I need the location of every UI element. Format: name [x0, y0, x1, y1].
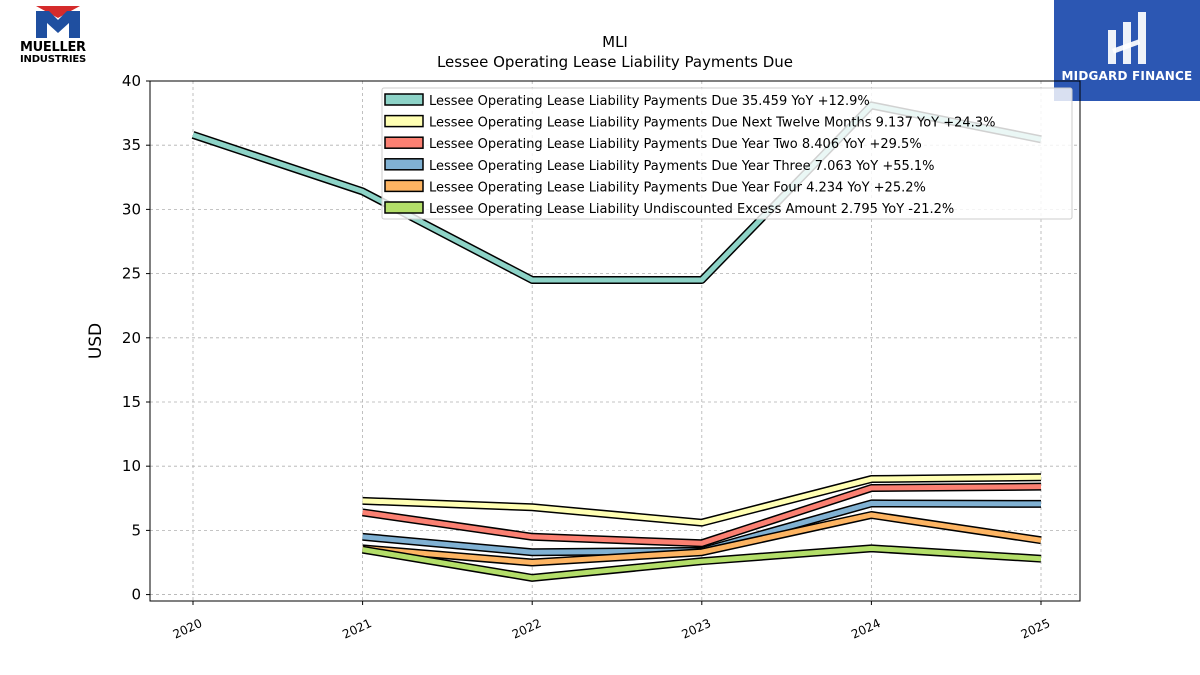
logo-text-line1: MUELLER — [20, 40, 86, 55]
legend-entry: Lessee Operating Lease Liability Payment… — [429, 94, 870, 109]
chart-title: MLI — [602, 33, 628, 51]
legend-entry: Lessee Operating Lease Liability Payment… — [429, 137, 922, 152]
series-line — [362, 512, 1042, 565]
legend-entry: Lessee Operating Lease Liability Undisco… — [429, 202, 954, 217]
legend-box — [381, 87, 1073, 220]
series-line — [362, 474, 1042, 526]
y-tick-label: 25 — [122, 265, 141, 283]
plot-frame — [149, 80, 1081, 602]
x-tick-label: 2022 — [510, 616, 544, 642]
y-axis-label: USD — [86, 323, 106, 359]
legend-swatch — [384, 114, 424, 128]
midgard-logo-text: MIDGARD FINANCE — [1061, 69, 1193, 83]
y-tick-label: 35 — [122, 136, 141, 154]
mueller-industries-logo: MUELLER INDUSTRIES — [20, 6, 100, 66]
legend-swatch — [384, 136, 424, 149]
x-tick-label: 2020 — [171, 616, 205, 642]
y-tick-label: 30 — [122, 200, 141, 218]
series-line — [362, 484, 1042, 546]
x-tick-label: 2023 — [679, 616, 713, 642]
y-tick-label: 20 — [122, 329, 141, 347]
logo-text-line2: INDUSTRIES — [20, 54, 86, 65]
series-line — [362, 545, 1042, 581]
x-tick-label: 2025 — [1019, 616, 1053, 642]
midgard-logo-icon — [1108, 12, 1146, 64]
legend-entry: Lessee Operating Lease Liability Payment… — [429, 180, 926, 195]
midgard-finance-logo: MIDGARD FINANCE — [1054, 0, 1200, 101]
y-tick-label: 5 — [131, 521, 141, 539]
chart-subtitle: Lessee Operating Lease Liability Payment… — [436, 53, 794, 71]
legend-swatch — [384, 93, 424, 106]
mueller-logo-icon — [36, 6, 80, 38]
legend-swatch — [384, 201, 424, 214]
x-tick-label: 2021 — [340, 616, 374, 642]
legend-swatch — [384, 158, 424, 171]
legend-entry: Lessee Operating Lease Liability Payment… — [429, 116, 995, 131]
y-tick-label: 10 — [122, 457, 141, 475]
x-tick-label: 2024 — [849, 616, 883, 642]
y-tick-label: 40 — [122, 72, 141, 90]
legend-entry: Lessee Operating Lease Liability Payment… — [429, 159, 935, 174]
legend-swatch — [384, 179, 424, 193]
y-tick-label: 0 — [131, 586, 141, 604]
y-tick-label: 15 — [122, 393, 141, 411]
